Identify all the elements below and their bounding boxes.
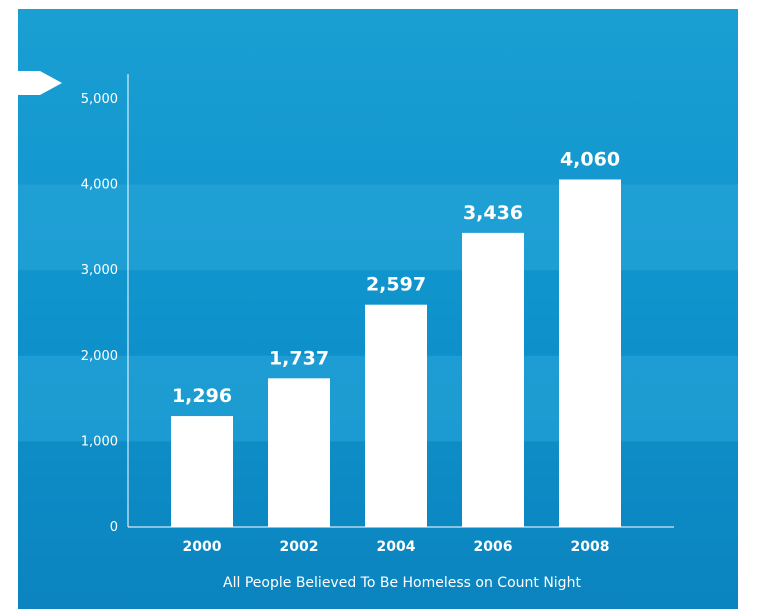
y-axis-ticks: 0 1,000 2,000 3,000 4,000 5,000 <box>81 92 118 535</box>
x-tick-label: 2004 <box>377 539 416 555</box>
x-tick-label: 2000 <box>183 539 222 555</box>
x-tick-label: 2002 <box>280 539 319 555</box>
bar <box>171 416 233 527</box>
data-label: 2,597 <box>366 274 426 296</box>
data-label: 4,060 <box>560 148 620 170</box>
data-label: 3,436 <box>463 202 523 224</box>
chart-panel: 0 1,000 2,000 3,000 4,000 5,000 1,296 1,737 2,5… <box>18 9 738 609</box>
y-tick-label: 5,000 <box>81 92 118 107</box>
y-tick-label: 3,000 <box>81 263 118 278</box>
x-tick-label: 2006 <box>474 539 513 555</box>
x-axis-title: All People Believed To Be Homeless on Co… <box>223 575 581 591</box>
bar <box>462 232 524 527</box>
y-tick-label: 4,000 <box>81 178 118 193</box>
data-label: 1,737 <box>269 347 329 369</box>
grid-band <box>18 184 738 271</box>
data-label: 1,296 <box>172 385 232 407</box>
bars: 1,296 1,737 2,597 3,436 4,060 <box>171 148 621 528</box>
bar <box>268 378 330 527</box>
y-tick-label: 1,000 <box>81 434 118 449</box>
bar <box>365 304 427 527</box>
y-tick-label: 0 <box>110 520 118 535</box>
x-axis-labels: 2000 2002 2004 2006 2008 <box>183 539 610 555</box>
pointer-arrow-icon <box>18 71 62 95</box>
bar-chart: 0 1,000 2,000 3,000 4,000 5,000 1,296 1,737 2,5… <box>18 71 738 591</box>
bar <box>559 179 621 528</box>
x-tick-label: 2008 <box>571 539 610 555</box>
y-tick-label: 2,000 <box>81 349 118 364</box>
